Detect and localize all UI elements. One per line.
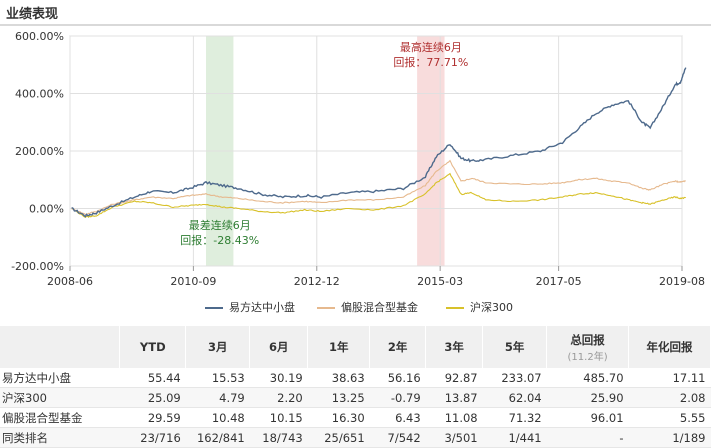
chart-legend: 易方达中小盘 偏股混合型基金 沪深300 xyxy=(0,297,711,317)
table-cell: 29.59 xyxy=(119,407,186,428)
table-cell: 2.20 xyxy=(249,387,308,408)
table-header: 5年 xyxy=(482,326,548,368)
table-cell: 7/542 xyxy=(369,427,426,448)
table-cell: 25.09 xyxy=(119,387,186,408)
table-row: 同类排名 23/716 162/841 18/743 25/651 7/542 3/501 1… xyxy=(0,427,711,448)
table-cell: 11.08 xyxy=(425,407,483,428)
highlight-label-title: 最差连续6月 xyxy=(189,218,251,232)
table-cell: 10.15 xyxy=(249,407,308,428)
table-header: 年化回报 xyxy=(628,326,711,368)
table-header-total-sub: (11.2年) xyxy=(567,351,608,363)
table-cell: 96.01 xyxy=(546,407,629,428)
table-cell: 5.55 xyxy=(628,407,711,428)
table-header xyxy=(0,326,121,368)
table-header: 3月 xyxy=(185,326,251,368)
y-tick-label: 0.00% xyxy=(29,203,64,216)
table-row: 沪深300 25.09 4.79 2.20 13.25 -0.79 13.87 62.04 25… xyxy=(0,387,711,408)
table-cell: 23/716 xyxy=(119,427,186,448)
row-label: 易方达中小盘 xyxy=(0,368,120,388)
table-cell: 485.70 xyxy=(546,368,629,388)
table-cell: -0.79 xyxy=(369,387,426,408)
table-cell: 62.04 xyxy=(482,387,547,408)
table-header: YTD xyxy=(119,326,187,368)
y-tick-label: 600.00% xyxy=(15,30,64,43)
table-cell: 92.87 xyxy=(425,368,483,388)
table-row: 偏股混合型基金 29.59 10.48 10.15 16.30 6.43 11.08 71.3… xyxy=(0,407,711,428)
table-cell: 30.19 xyxy=(249,368,308,388)
table-header-row: YTD 3月 6月 1年 2年 3年 5年 总回报 (11.2年) 年化回报 xyxy=(0,326,711,368)
table-cell: 13.25 xyxy=(307,387,370,408)
y-tick-label: 400.00% xyxy=(15,88,64,101)
legend-swatch-category xyxy=(317,307,335,309)
legend-item-fund[interactable]: 易方达中小盘 xyxy=(205,299,295,315)
table-cell: 1/189 xyxy=(628,427,711,448)
table-cell: 15.53 xyxy=(185,368,250,388)
table-cell: 56.16 xyxy=(369,368,426,388)
row-label: 沪深300 xyxy=(0,387,120,408)
section-title: 业绩表现 xyxy=(6,7,59,22)
x-tick-label: 2008-06 xyxy=(47,275,93,288)
table-cell: 25.90 xyxy=(546,387,629,408)
section-header: 业绩表现 xyxy=(0,0,711,26)
table-cell: 162/841 xyxy=(185,427,250,448)
legend-label-fund: 易方达中小盘 xyxy=(229,301,295,314)
table-cell: 4.79 xyxy=(185,387,250,408)
legend-item-category[interactable]: 偏股混合型基金 xyxy=(317,299,418,315)
table-cell: 2.08 xyxy=(628,387,711,408)
row-label: 同类排名 xyxy=(0,427,120,448)
performance-table: YTD 3月 6月 1年 2年 3年 5年 总回报 (11.2年) 年化回报 易方… xyxy=(0,326,711,448)
row-label: 偏股混合型基金 xyxy=(0,407,120,428)
table-header: 1年 xyxy=(307,326,371,368)
legend-label-index: 沪深300 xyxy=(470,301,513,314)
highlight-label-value: 回报：-28.43% xyxy=(180,233,259,247)
legend-label-category: 偏股混合型基金 xyxy=(341,301,418,314)
table-header: 2年 xyxy=(369,326,427,368)
series-line xyxy=(71,172,686,219)
table-cell: 10.48 xyxy=(185,407,250,428)
table-cell: 25/651 xyxy=(307,427,370,448)
table-cell: 16.30 xyxy=(307,407,370,428)
table-cell: 55.44 xyxy=(119,368,186,388)
table-header-total-label: 总回报 xyxy=(570,332,605,347)
y-tick-label: -200.00% xyxy=(11,260,64,273)
table-cell: 71.32 xyxy=(482,407,547,428)
table-cell: 13.87 xyxy=(425,387,483,408)
legend-swatch-index xyxy=(446,307,464,309)
x-tick-label: 2015-03 xyxy=(417,275,463,288)
series-line xyxy=(71,159,686,216)
legend-swatch-fund xyxy=(205,307,223,309)
table-cell: - xyxy=(546,427,629,448)
table-cell: 18/743 xyxy=(249,427,308,448)
table-cell: 233.07 xyxy=(482,368,547,388)
table-cell: 38.63 xyxy=(307,368,370,388)
table-cell: 17.11 xyxy=(628,368,711,388)
x-tick-label: 2012-12 xyxy=(294,275,340,288)
table-cell: 3/501 xyxy=(425,427,483,448)
x-tick-label: 2019-08 xyxy=(659,275,705,288)
table-header: 3年 xyxy=(425,326,484,368)
legend-item-index[interactable]: 沪深300 xyxy=(446,299,513,315)
table-header: 6月 xyxy=(249,326,309,368)
series-line xyxy=(71,67,687,218)
highlight-label-title: 最高连续6月 xyxy=(400,40,462,54)
y-tick-label: 200.00% xyxy=(15,145,64,158)
x-tick-label: 2010-09 xyxy=(170,275,216,288)
table-row: 易方达中小盘 55.44 15.53 30.19 38.63 56.16 92.87 233.… xyxy=(0,368,711,388)
table-cell: 1/441 xyxy=(482,427,547,448)
x-tick-label: 2017-05 xyxy=(536,275,582,288)
performance-chart: 600.00% 400.00% 200.00% 0.00% -200.00% 2008-0… xyxy=(11,30,705,288)
table-cell: 6.43 xyxy=(369,407,426,428)
table-header-total: 总回报 (11.2年) xyxy=(546,326,630,368)
highlight-label-value: 回报：77.71% xyxy=(393,55,468,69)
